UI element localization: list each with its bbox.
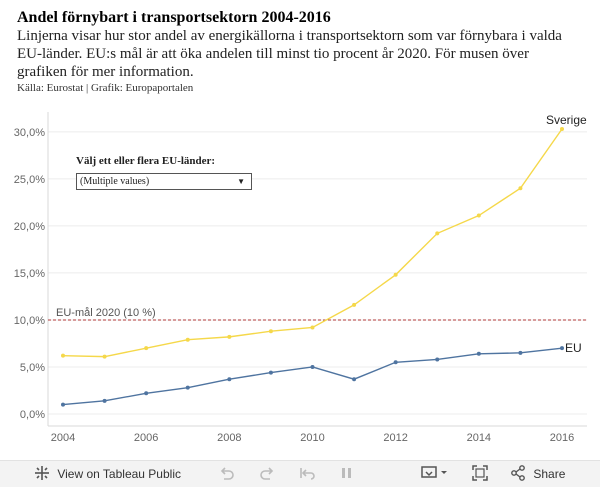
y-tick-label: 25,0% <box>14 174 45 186</box>
data-point-eu <box>268 370 273 375</box>
data-point-eu <box>352 377 357 382</box>
share-button[interactable]: Share <box>510 465 565 483</box>
data-point-eu <box>435 357 440 362</box>
chart-subtitle-line-1: Linjerna visar hur stor andel av energik… <box>17 28 562 44</box>
x-tick-label: 2008 <box>217 432 241 444</box>
y-tick-label: 10,0% <box>14 315 45 327</box>
x-tick-label: 2004 <box>51 432 75 444</box>
tableau-toolbar: View on Tableau Public <box>0 460 600 487</box>
revert-button[interactable] <box>298 465 316 483</box>
data-point-sverige <box>102 354 107 359</box>
share-label: Share <box>533 467 566 481</box>
dropdown-arrow-icon: ▼ <box>237 177 245 186</box>
y-tick-label: 5,0% <box>20 362 45 374</box>
data-point-sverige <box>352 302 357 307</box>
country-filter: Välj ett eller flera EU-länder: (Multipl… <box>76 155 252 190</box>
x-tick-label: 2006 <box>134 432 158 444</box>
data-point-eu <box>144 391 149 396</box>
revert-icon <box>300 468 315 480</box>
redo-icon <box>260 467 274 480</box>
data-point-eu <box>560 346 564 351</box>
share-icon <box>511 465 525 481</box>
data-point-sverige <box>393 272 398 277</box>
data-point-sverige <box>476 213 481 218</box>
view-on-tableau-button[interactable]: View on Tableau Public <box>34 465 181 483</box>
tableau-logo-icon <box>35 466 49 480</box>
data-point-sverige <box>560 127 564 131</box>
chart-header: Andel förnybart i transportsektorn 2004-… <box>17 8 587 95</box>
line-chart[interactable]: 0,0% 5,0% 10,0% 15,0% 20,0% 25,0% 30,0% 2004 200… <box>0 0 600 460</box>
data-point-eu <box>393 360 398 365</box>
y-tick-label: 30,0% <box>14 127 45 139</box>
y-tick-label: 20,0% <box>14 221 45 233</box>
country-filter-value: (Multiple values) <box>80 176 150 187</box>
data-point-eu <box>185 385 190 390</box>
data-point-eu <box>518 350 523 355</box>
x-tick-label: 2012 <box>383 432 407 444</box>
data-point-sverige <box>185 337 190 342</box>
data-point-eu <box>227 377 232 382</box>
fullscreen-icon <box>472 465 488 481</box>
data-point-sverige <box>268 329 273 334</box>
y-tick-label: 0,0% <box>20 409 45 421</box>
undo-button[interactable] <box>218 465 236 483</box>
country-filter-dropdown[interactable]: (Multiple values) ▼ <box>76 173 252 190</box>
x-tick-label: 2014 <box>467 432 491 444</box>
series-label-sverige: Sverige <box>546 113 587 127</box>
chart-subtitle-line-3: grafiken för mer information. <box>17 64 194 80</box>
data-point-sverige <box>61 353 65 358</box>
download-icon <box>421 466 447 478</box>
series-line-eu <box>62 347 563 406</box>
view-on-tableau-label: View on Tableau Public <box>57 467 181 481</box>
data-point-sverige <box>227 334 232 339</box>
reference-line-label: EU-mål 2020 (10 %) <box>56 307 156 319</box>
series-label-eu: EU <box>565 341 582 355</box>
undo-icon <box>220 467 234 480</box>
data-point-eu <box>102 398 107 403</box>
fullscreen-button[interactable] <box>472 465 488 483</box>
pause-button[interactable] <box>338 465 356 483</box>
data-point-sverige <box>310 325 315 330</box>
y-tick-label: 15,0% <box>14 268 45 280</box>
data-point-eu <box>310 364 315 369</box>
pause-icon <box>342 468 351 478</box>
x-tick-label: 2010 <box>300 432 324 444</box>
data-point-eu <box>61 402 65 407</box>
redo-button[interactable] <box>258 465 276 483</box>
download-button[interactable] <box>420 465 448 483</box>
chart-subtitle-line-2: EU-länder. EU:s mål är att öka andelen t… <box>17 46 529 62</box>
chart-source: Källa: Eurostat | Grafik: Europaportalen <box>17 82 194 94</box>
data-point-sverige <box>435 231 440 236</box>
data-point-eu <box>476 351 481 356</box>
data-point-sverige <box>518 186 523 191</box>
country-filter-label: Välj ett eller flera EU-länder: <box>76 155 216 167</box>
x-tick-label: 2016 <box>550 432 574 444</box>
data-point-sverige <box>144 346 149 351</box>
chart-title: Andel förnybart i transportsektorn 2004-… <box>17 9 331 26</box>
